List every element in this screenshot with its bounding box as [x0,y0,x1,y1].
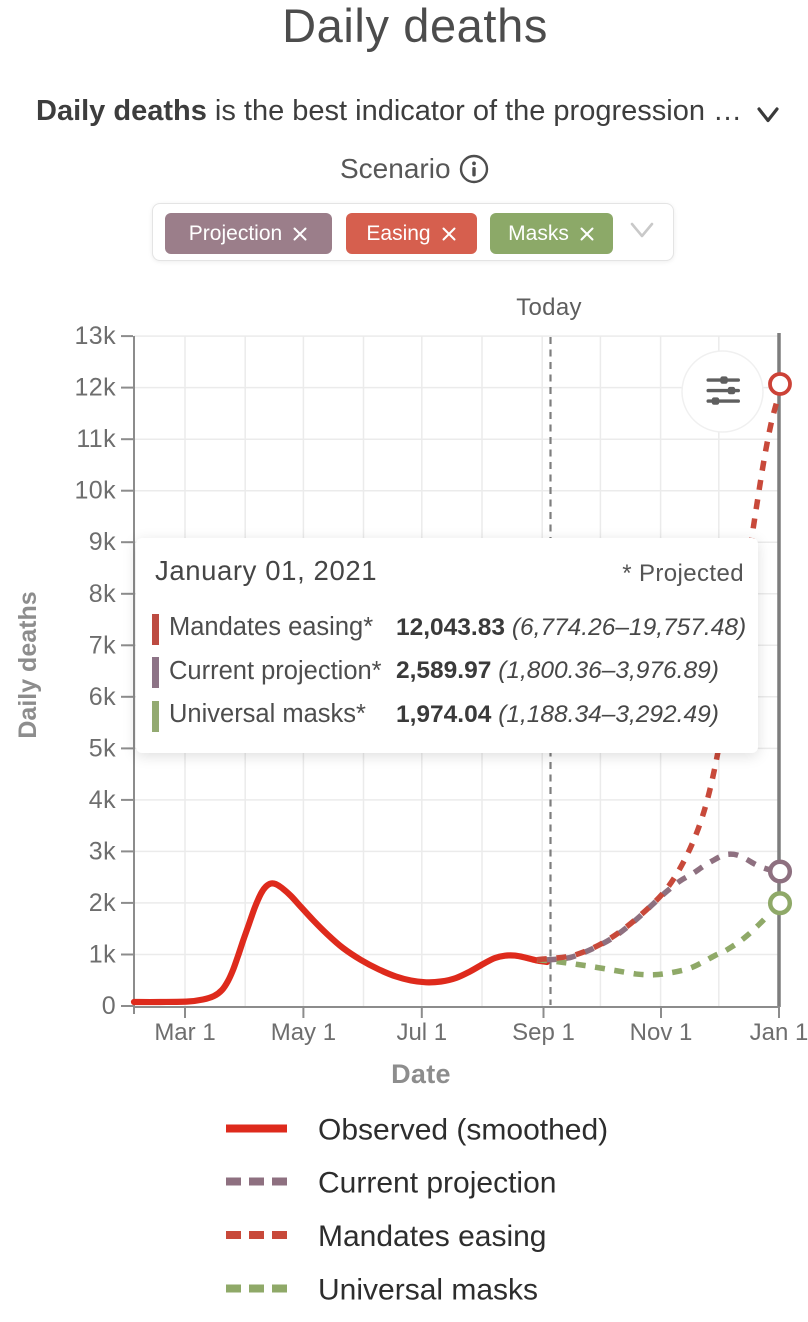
svg-text:0: 0 [102,992,116,1020]
svg-text:8k: 8k [89,580,116,608]
svg-text:Nov 1: Nov 1 [630,1019,693,1046]
svg-text:2k: 2k [89,889,116,917]
svg-text:9k: 9k [89,528,116,556]
svg-text:Universal masks: Universal masks [318,1274,538,1307]
svg-text:Sep 1: Sep 1 [512,1019,575,1046]
svg-text:Today: Today [516,294,582,321]
svg-text:Jan 1: Jan 1 [750,1019,808,1046]
svg-text:4k: 4k [89,786,116,814]
svg-text:6k: 6k [89,683,116,711]
svg-text:Daily deaths: Daily deaths [14,591,42,738]
svg-text:Observed (smoothed): Observed (smoothed) [318,1114,608,1147]
svg-text:7k: 7k [89,631,116,659]
svg-text:Current projection: Current projection [318,1167,556,1200]
svg-text:1k: 1k [89,941,116,969]
svg-text:11k: 11k [76,425,116,453]
svg-text:3k: 3k [89,837,116,865]
svg-text:12k: 12k [74,374,116,402]
svg-text:10k: 10k [74,477,116,505]
svg-text:Mar 1: Mar 1 [154,1019,215,1046]
svg-text:5k: 5k [89,734,116,762]
svg-text:Mandates easing: Mandates easing [318,1220,547,1253]
svg-text:Jul 1: Jul 1 [396,1019,447,1046]
svg-text:Date: Date [391,1059,451,1089]
svg-text:May 1: May 1 [271,1019,336,1046]
svg-text:13k: 13k [74,322,116,350]
